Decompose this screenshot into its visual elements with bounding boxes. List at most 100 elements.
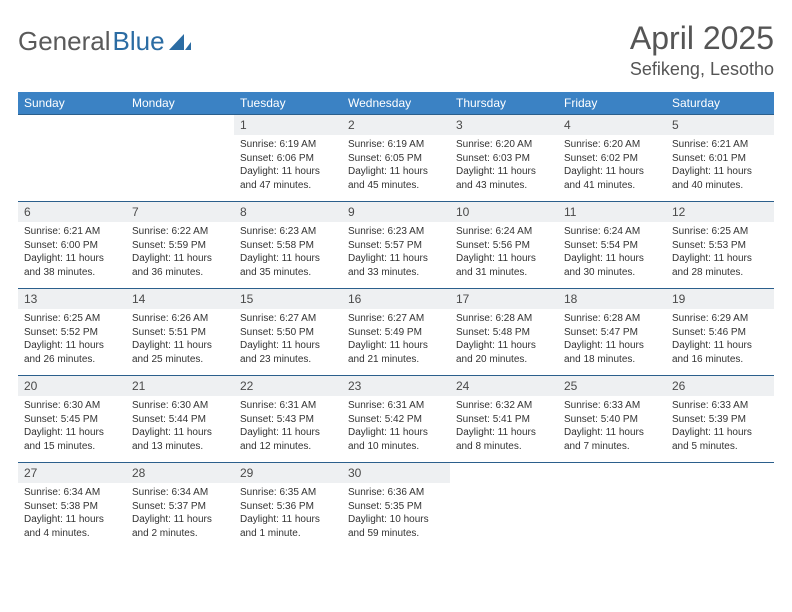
- sunrise-text: Sunrise: 6:19 AM: [240, 138, 336, 152]
- daylight-text: Daylight: 11 hours: [564, 426, 660, 440]
- sunrise-text: Sunrise: 6:28 AM: [564, 312, 660, 326]
- day-number: 21: [126, 376, 234, 396]
- sunrise-text: Sunrise: 6:34 AM: [24, 486, 120, 500]
- day-cell-empty: .: [666, 463, 774, 549]
- day-number: 30: [342, 463, 450, 483]
- week-row: 6Sunrise: 6:21 AMSunset: 6:00 PMDaylight…: [18, 201, 774, 288]
- day-cell: 8Sunrise: 6:23 AMSunset: 5:58 PMDaylight…: [234, 202, 342, 288]
- sunrise-text: Sunrise: 6:20 AM: [564, 138, 660, 152]
- day-body: Sunrise: 6:30 AMSunset: 5:45 PMDaylight:…: [18, 396, 126, 459]
- day-number: 16: [342, 289, 450, 309]
- location: Sefikeng, Lesotho: [630, 59, 774, 80]
- daylight-text: and 2 minutes.: [132, 527, 228, 541]
- day-body: Sunrise: 6:35 AMSunset: 5:36 PMDaylight:…: [234, 483, 342, 546]
- sunset-text: Sunset: 5:42 PM: [348, 413, 444, 427]
- day-cell: 22Sunrise: 6:31 AMSunset: 5:43 PMDayligh…: [234, 376, 342, 462]
- day-body: Sunrise: 6:34 AMSunset: 5:38 PMDaylight:…: [18, 483, 126, 546]
- day-cell: 23Sunrise: 6:31 AMSunset: 5:42 PMDayligh…: [342, 376, 450, 462]
- daylight-text: and 23 minutes.: [240, 353, 336, 367]
- day-number: 20: [18, 376, 126, 396]
- sunset-text: Sunset: 5:56 PM: [456, 239, 552, 253]
- daylight-text: Daylight: 11 hours: [564, 339, 660, 353]
- day-cell: 20Sunrise: 6:30 AMSunset: 5:45 PMDayligh…: [18, 376, 126, 462]
- day-number: 17: [450, 289, 558, 309]
- day-number: 1: [234, 115, 342, 135]
- daylight-text: and 59 minutes.: [348, 527, 444, 541]
- day-cell: 15Sunrise: 6:27 AMSunset: 5:50 PMDayligh…: [234, 289, 342, 375]
- day-cell: 6Sunrise: 6:21 AMSunset: 6:00 PMDaylight…: [18, 202, 126, 288]
- daylight-text: Daylight: 11 hours: [564, 252, 660, 266]
- sunset-text: Sunset: 6:02 PM: [564, 152, 660, 166]
- day-number: 29: [234, 463, 342, 483]
- daylight-text: and 45 minutes.: [348, 179, 444, 193]
- day-body: Sunrise: 6:24 AMSunset: 5:54 PMDaylight:…: [558, 222, 666, 285]
- sunrise-text: Sunrise: 6:24 AM: [564, 225, 660, 239]
- sunrise-text: Sunrise: 6:34 AM: [132, 486, 228, 500]
- week-row: ..1Sunrise: 6:19 AMSunset: 6:06 PMDaylig…: [18, 114, 774, 201]
- sunrise-text: Sunrise: 6:23 AM: [240, 225, 336, 239]
- day-body: Sunrise: 6:28 AMSunset: 5:47 PMDaylight:…: [558, 309, 666, 372]
- daylight-text: and 10 minutes.: [348, 440, 444, 454]
- daylight-text: and 7 minutes.: [564, 440, 660, 454]
- daylight-text: Daylight: 11 hours: [240, 513, 336, 527]
- day-cell: 17Sunrise: 6:28 AMSunset: 5:48 PMDayligh…: [450, 289, 558, 375]
- day-body: Sunrise: 6:23 AMSunset: 5:58 PMDaylight:…: [234, 222, 342, 285]
- day-number: 8: [234, 202, 342, 222]
- day-number: 25: [558, 376, 666, 396]
- day-number: 19: [666, 289, 774, 309]
- daylight-text: Daylight: 11 hours: [672, 339, 768, 353]
- daylight-text: Daylight: 10 hours: [348, 513, 444, 527]
- sunset-text: Sunset: 5:46 PM: [672, 326, 768, 340]
- daylight-text: and 47 minutes.: [240, 179, 336, 193]
- sunset-text: Sunset: 5:58 PM: [240, 239, 336, 253]
- day-body: Sunrise: 6:26 AMSunset: 5:51 PMDaylight:…: [126, 309, 234, 372]
- sunset-text: Sunset: 5:54 PM: [564, 239, 660, 253]
- day-body: Sunrise: 6:31 AMSunset: 5:43 PMDaylight:…: [234, 396, 342, 459]
- day-number: 9: [342, 202, 450, 222]
- sunset-text: Sunset: 5:51 PM: [132, 326, 228, 340]
- day-cell: 4Sunrise: 6:20 AMSunset: 6:02 PMDaylight…: [558, 115, 666, 201]
- weekday-header: Thursday: [450, 92, 558, 114]
- sunrise-text: Sunrise: 6:33 AM: [672, 399, 768, 413]
- day-body: Sunrise: 6:20 AMSunset: 6:02 PMDaylight:…: [558, 135, 666, 198]
- daylight-text: and 41 minutes.: [564, 179, 660, 193]
- daylight-text: Daylight: 11 hours: [348, 339, 444, 353]
- daylight-text: and 8 minutes.: [456, 440, 552, 454]
- day-number: 18: [558, 289, 666, 309]
- day-cell: 3Sunrise: 6:20 AMSunset: 6:03 PMDaylight…: [450, 115, 558, 201]
- day-cell: 9Sunrise: 6:23 AMSunset: 5:57 PMDaylight…: [342, 202, 450, 288]
- daylight-text: Daylight: 11 hours: [132, 252, 228, 266]
- logo-text-general: General: [18, 26, 111, 57]
- day-cell: 30Sunrise: 6:36 AMSunset: 5:35 PMDayligh…: [342, 463, 450, 549]
- sunrise-text: Sunrise: 6:19 AM: [348, 138, 444, 152]
- sunrise-text: Sunrise: 6:30 AM: [132, 399, 228, 413]
- daylight-text: Daylight: 11 hours: [672, 165, 768, 179]
- day-body: Sunrise: 6:29 AMSunset: 5:46 PMDaylight:…: [666, 309, 774, 372]
- sunset-text: Sunset: 5:50 PM: [240, 326, 336, 340]
- weekday-header: Sunday: [18, 92, 126, 114]
- daylight-text: Daylight: 11 hours: [24, 339, 120, 353]
- sunset-text: Sunset: 5:44 PM: [132, 413, 228, 427]
- week-row: 27Sunrise: 6:34 AMSunset: 5:38 PMDayligh…: [18, 462, 774, 549]
- daylight-text: and 5 minutes.: [672, 440, 768, 454]
- day-body: Sunrise: 6:32 AMSunset: 5:41 PMDaylight:…: [450, 396, 558, 459]
- day-cell: 14Sunrise: 6:26 AMSunset: 5:51 PMDayligh…: [126, 289, 234, 375]
- day-cell-empty: .: [450, 463, 558, 549]
- sunset-text: Sunset: 5:52 PM: [24, 326, 120, 340]
- day-body: Sunrise: 6:33 AMSunset: 5:40 PMDaylight:…: [558, 396, 666, 459]
- daylight-text: Daylight: 11 hours: [24, 252, 120, 266]
- daylight-text: and 33 minutes.: [348, 266, 444, 280]
- day-body: Sunrise: 6:28 AMSunset: 5:48 PMDaylight:…: [450, 309, 558, 372]
- daylight-text: Daylight: 11 hours: [240, 165, 336, 179]
- sunrise-text: Sunrise: 6:20 AM: [456, 138, 552, 152]
- daylight-text: and 25 minutes.: [132, 353, 228, 367]
- daylight-text: and 30 minutes.: [564, 266, 660, 280]
- logo-sail-icon: [169, 32, 191, 52]
- sunset-text: Sunset: 5:36 PM: [240, 500, 336, 514]
- day-body: Sunrise: 6:24 AMSunset: 5:56 PMDaylight:…: [450, 222, 558, 285]
- day-cell: 24Sunrise: 6:32 AMSunset: 5:41 PMDayligh…: [450, 376, 558, 462]
- sunset-text: Sunset: 5:57 PM: [348, 239, 444, 253]
- day-number: 24: [450, 376, 558, 396]
- sunrise-text: Sunrise: 6:23 AM: [348, 225, 444, 239]
- daylight-text: Daylight: 11 hours: [672, 252, 768, 266]
